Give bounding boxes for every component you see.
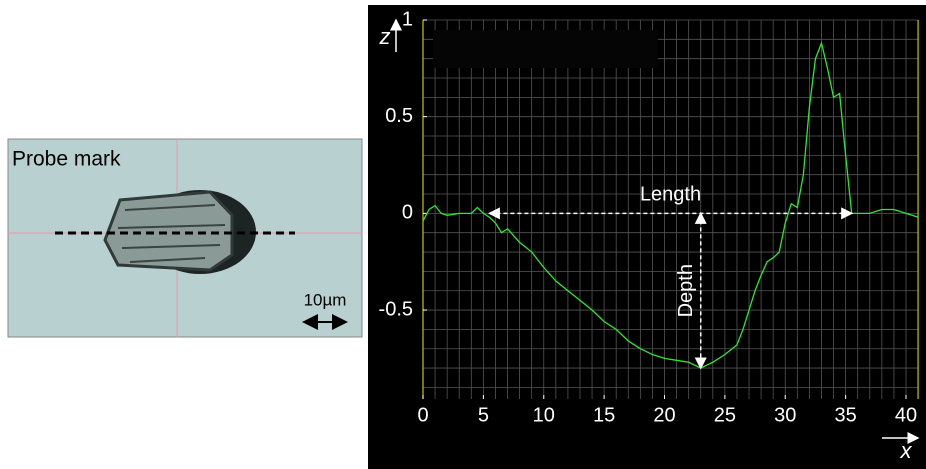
length-label: Length bbox=[640, 184, 701, 206]
x-tick-label: 35 bbox=[835, 404, 857, 426]
x-axis-label: x bbox=[900, 438, 913, 463]
x-tick-label: 25 bbox=[714, 404, 736, 426]
x-tick-label: 0 bbox=[417, 404, 428, 426]
image-label: Probe mark bbox=[12, 148, 121, 171]
y-tick-label: 1 bbox=[402, 8, 413, 30]
x-tick-label: 20 bbox=[653, 404, 675, 426]
x-tick-label: 40 bbox=[895, 404, 917, 426]
scale-bar-label: 10µm bbox=[304, 290, 347, 309]
y-tick-label: -0.5 bbox=[379, 298, 413, 320]
y-tick-label: 0.5 bbox=[385, 105, 413, 127]
x-tick-label: 15 bbox=[593, 404, 615, 426]
x-tick-label: 10 bbox=[533, 404, 555, 426]
probe-mark bbox=[103, 190, 234, 272]
y-tick-label: 0 bbox=[402, 202, 413, 224]
chart-background bbox=[368, 5, 926, 469]
depth-label: Depth bbox=[675, 264, 697, 317]
profile-line bbox=[422, 41, 919, 369]
micrograph: Probe mark 10µm bbox=[7, 138, 363, 338]
x-tick-label: 30 bbox=[774, 404, 796, 426]
y-axis-label: z bbox=[379, 24, 391, 49]
redaction bbox=[433, 30, 658, 68]
probe-mark-detail bbox=[117, 204, 226, 263]
x-tick-label: 5 bbox=[478, 404, 489, 426]
chart: 0 5 10 15 20 25 30 35 40 -0.5 0 0.5 1 Length Depth z x bbox=[379, 8, 920, 463]
